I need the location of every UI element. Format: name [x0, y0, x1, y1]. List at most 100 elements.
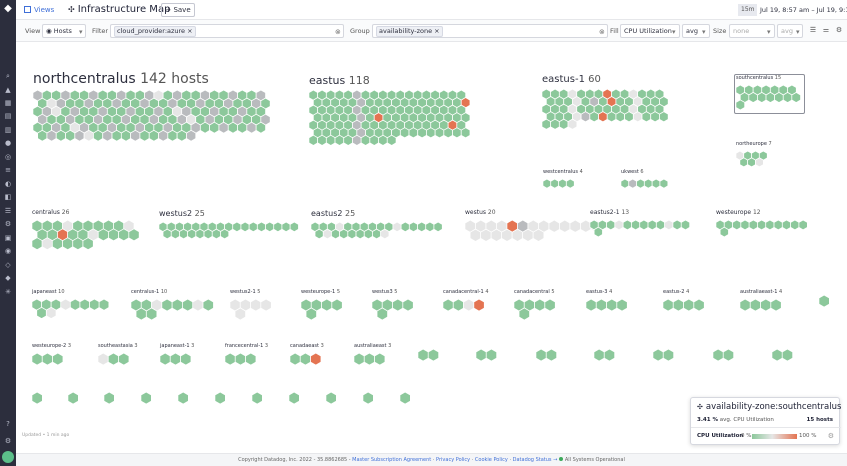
host-hexagon[interactable] — [97, 228, 109, 242]
host-hexagon[interactable] — [452, 127, 462, 139]
host-hexagon[interactable] — [159, 352, 171, 366]
host-hexagon[interactable] — [65, 129, 76, 142]
host-hexagon[interactable] — [55, 129, 66, 142]
host-hexagon[interactable] — [187, 228, 197, 240]
host-hexagon[interactable] — [31, 352, 43, 366]
host-hexagon[interactable] — [248, 221, 258, 233]
metrics-icon[interactable]: ▥ — [4, 126, 12, 134]
host-hexagon[interactable] — [452, 298, 465, 312]
host-hexagon[interactable] — [433, 221, 443, 233]
help-icon[interactable]: ? — [6, 420, 10, 428]
search-icon[interactable]: ⌕ — [6, 72, 10, 80]
host-hexagon[interactable] — [559, 219, 571, 233]
host-hexagon[interactable] — [355, 228, 365, 240]
host-hexagon[interactable] — [722, 348, 735, 362]
host-hexagon[interactable] — [589, 111, 599, 123]
host-hexagon[interactable] — [511, 228, 524, 242]
host-hexagon[interactable] — [255, 121, 267, 134]
host-hexagon[interactable] — [162, 228, 172, 240]
host-hexagon[interactable] — [245, 352, 257, 366]
group-label-westeurope-2[interactable]: westeurope-2 3 — [32, 344, 71, 349]
host-hexagon[interactable] — [740, 219, 750, 231]
host-hexagon[interactable] — [41, 352, 54, 366]
host-hexagon[interactable] — [98, 298, 110, 311]
host-hexagon[interactable] — [219, 228, 230, 240]
host-hexagon[interactable] — [46, 129, 57, 142]
host-hexagon[interactable] — [585, 298, 597, 312]
host-hexagon[interactable] — [558, 178, 567, 189]
group-label-westeurope-1[interactable]: westeurope-1 5 — [301, 290, 340, 295]
host-hexagon[interactable] — [180, 352, 192, 366]
host-hexagon[interactable] — [693, 298, 705, 312]
host-hexagon[interactable] — [218, 121, 229, 134]
host-hexagon[interactable] — [567, 118, 578, 130]
group-label-eastus-2[interactable]: eastus-2 4 — [663, 290, 689, 295]
group-label-westus3[interactable]: westus3 5 — [372, 290, 397, 295]
time-badge[interactable]: 15m — [738, 4, 758, 16]
host-hexagon[interactable] — [378, 134, 388, 146]
host-hexagon[interactable] — [593, 226, 603, 238]
group-label-ukwest[interactable]: ukwest 6 — [621, 170, 644, 175]
host-hexagon[interactable] — [535, 348, 547, 362]
host-hexagon[interactable] — [490, 228, 503, 242]
host-hexagon[interactable] — [158, 129, 169, 142]
host-hexagon[interactable] — [522, 228, 534, 242]
host-hexagon[interactable] — [749, 298, 762, 312]
host-hexagon[interactable] — [425, 221, 435, 233]
fill-metric-select[interactable]: CPU Utilization ▾ — [620, 24, 680, 38]
host-hexagon[interactable] — [417, 348, 429, 362]
host-hexagon[interactable] — [118, 228, 130, 242]
host-hexagon[interactable] — [145, 307, 158, 321]
host-hexagon[interactable] — [417, 221, 427, 233]
network-icon[interactable]: ☰ — [4, 207, 12, 215]
group-label-southeastasia[interactable]: southeastasia 3 — [98, 344, 138, 349]
host-hexagon[interactable] — [322, 228, 333, 240]
host-hexagon[interactable] — [662, 348, 675, 362]
host-hexagon[interactable] — [580, 219, 592, 233]
host-hexagon[interactable] — [69, 298, 81, 311]
host-hexagon[interactable] — [739, 298, 751, 312]
host-hexagon[interactable] — [347, 228, 357, 240]
host-hexagon[interactable] — [765, 219, 775, 231]
host-hexagon[interactable] — [534, 298, 546, 312]
host-hexagon[interactable] — [305, 307, 318, 321]
host-hexagon[interactable] — [181, 298, 194, 312]
host-hexagon[interactable] — [712, 348, 724, 362]
host-hexagon[interactable] — [199, 121, 211, 134]
host-hexagon[interactable] — [369, 134, 380, 146]
host-hexagon[interactable] — [659, 111, 669, 123]
host-hexagon[interactable] — [177, 391, 189, 405]
host-hexagon[interactable] — [288, 391, 300, 405]
host-hexagon[interactable] — [148, 129, 160, 142]
host-hexagon[interactable] — [542, 178, 552, 189]
watchdog-icon[interactable]: ◉ — [4, 247, 12, 255]
host-hexagon[interactable] — [331, 298, 343, 312]
host-hexagon[interactable] — [251, 391, 263, 405]
host-hexagon[interactable] — [732, 219, 742, 231]
host-hexagon[interactable] — [334, 134, 345, 146]
host-hexagon[interactable] — [83, 129, 94, 142]
group-label-northeurope[interactable]: northeurope 7 — [736, 142, 772, 147]
group-label-westus[interactable]: westus 20 — [465, 210, 496, 216]
host-hexagon[interactable] — [548, 219, 560, 233]
host-hexagon[interactable] — [289, 352, 301, 366]
time-range-picker[interactable]: Jul 19, 8:57 am – Jul 19, 9:12 am — [760, 6, 847, 14]
host-hexagon[interactable] — [408, 127, 419, 139]
host-hexagon[interactable] — [399, 127, 410, 139]
group-label-eastus[interactable]: eastus 118 — [309, 75, 370, 86]
host-hexagon[interactable] — [234, 352, 247, 366]
host-hexagon[interactable] — [339, 228, 349, 240]
host-hexagon[interactable] — [672, 298, 685, 312]
host-hexagon[interactable] — [650, 111, 660, 123]
size-metric-select[interactable]: none ▾ — [729, 24, 775, 38]
host-hexagon[interactable] — [659, 178, 669, 189]
footer-link-privacy[interactable]: Privacy Policy — [436, 457, 471, 463]
logs-icon[interactable]: ≡ — [5, 166, 11, 174]
host-hexagon[interactable] — [672, 219, 682, 231]
host-hexagon[interactable] — [310, 352, 322, 366]
host-hexagon[interactable] — [102, 129, 113, 142]
host-hexagon[interactable] — [615, 111, 626, 123]
host-hexagon[interactable] — [363, 352, 376, 366]
host-hexagon[interactable] — [598, 111, 608, 123]
group-label-australiaeast-1[interactable]: australiaeast-1 4 — [740, 290, 782, 295]
